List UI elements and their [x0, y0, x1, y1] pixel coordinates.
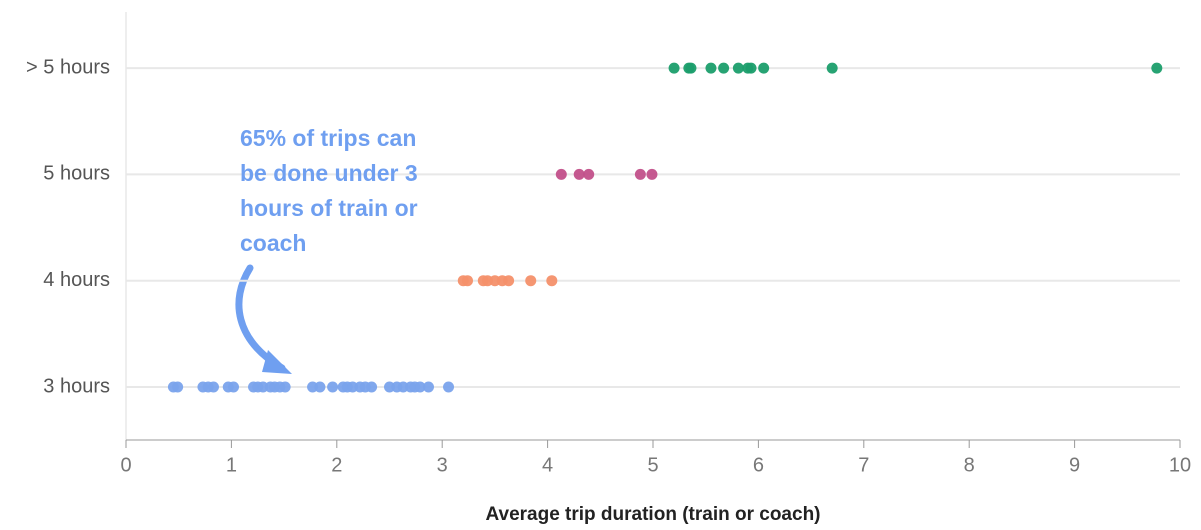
point	[646, 168, 658, 180]
x-tick-label: 4	[542, 454, 553, 476]
point	[685, 62, 697, 74]
y-tick-label: 4 hours	[43, 269, 110, 291]
point	[732, 62, 744, 74]
point	[461, 275, 473, 287]
x-tick-label: 3	[437, 454, 448, 476]
point	[366, 381, 378, 393]
x-tick-label: 5	[647, 454, 658, 476]
point	[327, 381, 339, 393]
x-tick-label: 2	[331, 454, 342, 476]
point	[314, 381, 326, 393]
point	[668, 62, 680, 74]
point	[546, 275, 558, 287]
point	[525, 275, 537, 287]
annotation: coach	[240, 230, 306, 256]
point	[745, 62, 757, 74]
annotation: be done under 3	[240, 160, 418, 186]
point	[758, 62, 770, 74]
point	[826, 62, 838, 74]
point	[443, 381, 455, 393]
annotation: 65% of trips can	[240, 125, 416, 151]
annotation: hours of train or	[240, 195, 418, 221]
point	[172, 381, 184, 393]
point	[228, 381, 240, 393]
point	[422, 381, 434, 393]
point	[1151, 62, 1163, 74]
y-tick-label: 3 hours	[43, 375, 110, 397]
y-tick-label: > 5 hours	[26, 56, 110, 78]
x-tick-label: 10	[1169, 454, 1191, 476]
point	[573, 168, 585, 180]
x-tick-label: 9	[1069, 454, 1080, 476]
point	[583, 168, 595, 180]
x-tick-label: 7	[858, 454, 869, 476]
point	[503, 275, 515, 287]
point	[279, 381, 291, 393]
annotation-arrow	[235, 264, 286, 372]
annotation-arrowhead	[262, 350, 292, 374]
point	[555, 168, 567, 180]
x-tick-label: 6	[753, 454, 764, 476]
x-axis-title: Average trip duration (train or coach)	[485, 504, 820, 525]
point	[207, 381, 219, 393]
x-tick-label: 0	[120, 454, 131, 476]
x-tick-label: 1	[226, 454, 237, 476]
y-tick-label: 5 hours	[43, 163, 110, 185]
x-tick-label: 8	[964, 454, 975, 476]
point	[718, 62, 730, 74]
point	[634, 168, 646, 180]
point	[705, 62, 717, 74]
point	[414, 381, 426, 393]
